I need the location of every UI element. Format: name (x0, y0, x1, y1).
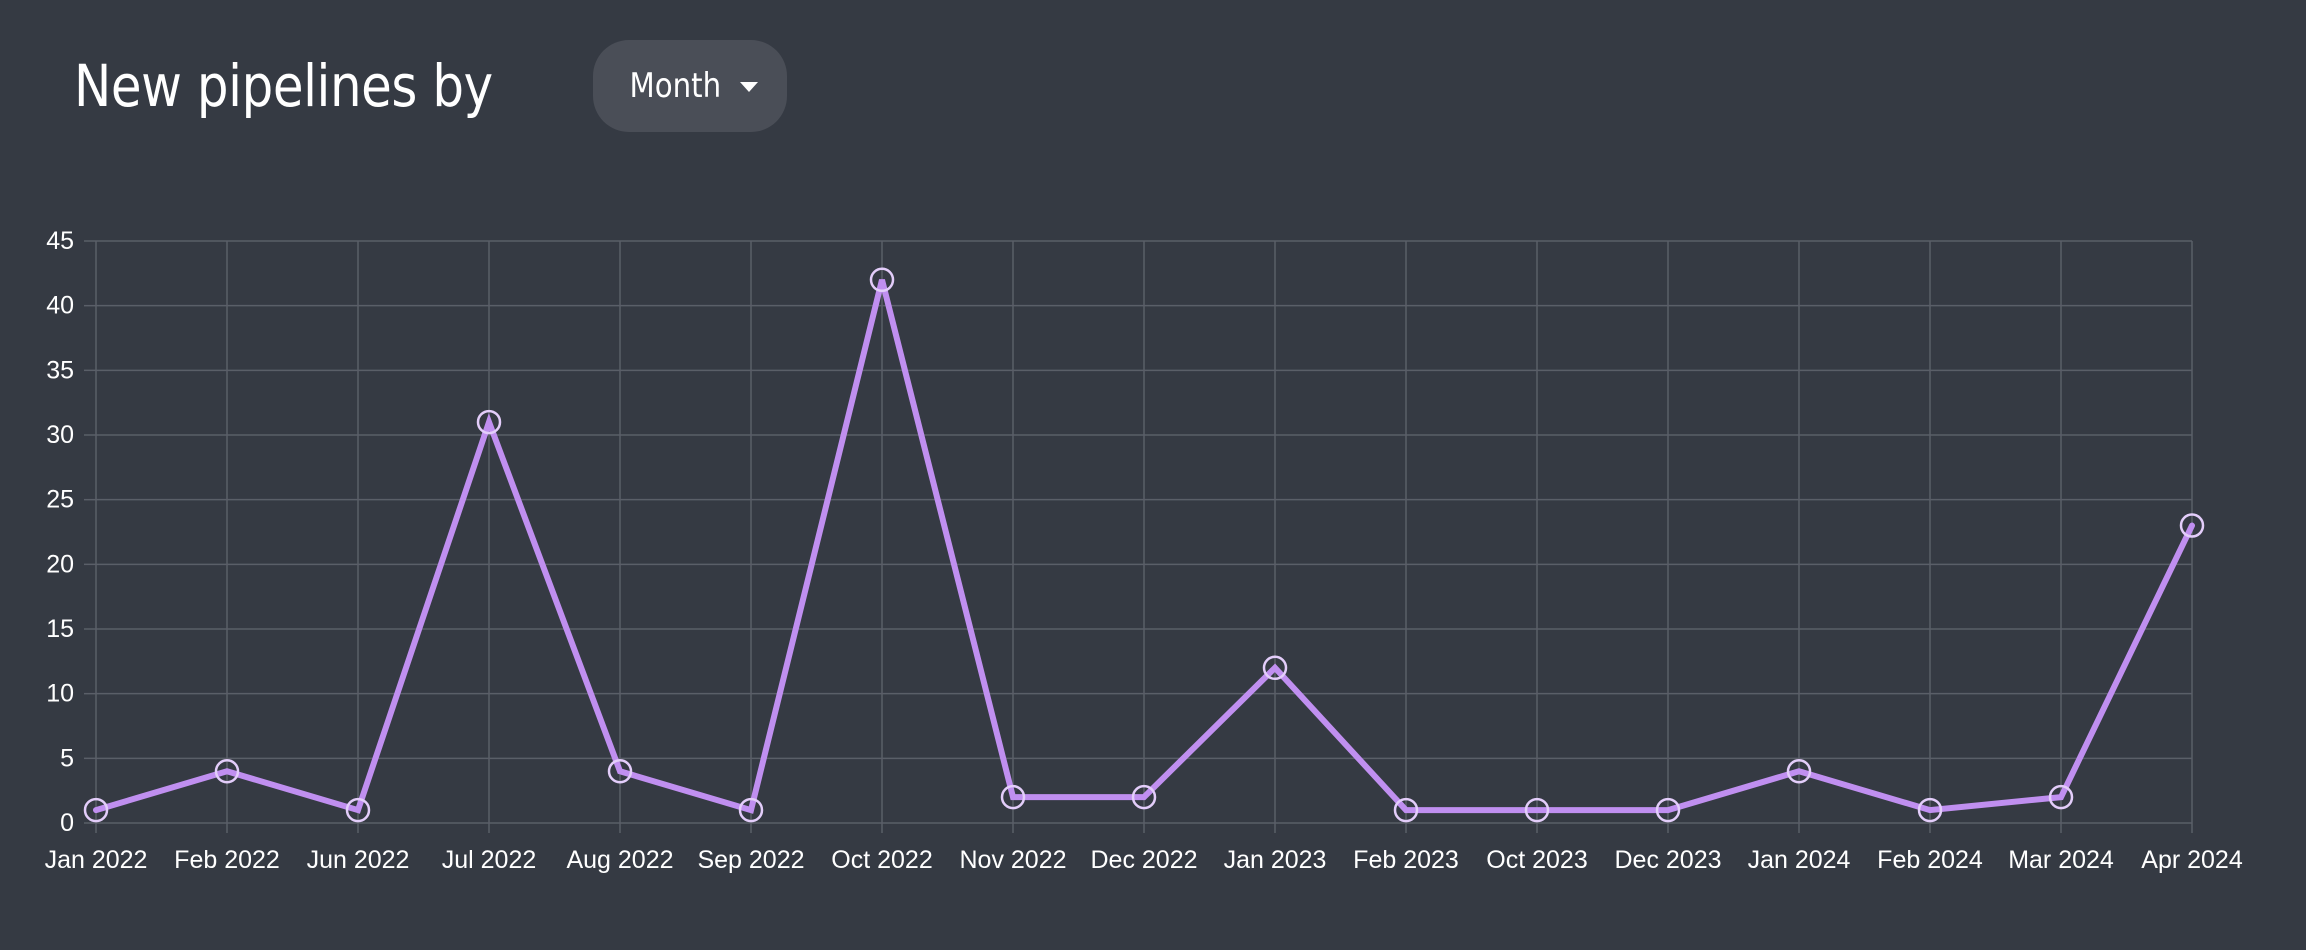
y-tick-label: 5 (60, 744, 74, 772)
y-tick-label: 20 (46, 550, 74, 578)
data-point (476, 409, 502, 435)
x-tick-label: Feb 2023 (1353, 846, 1459, 874)
x-tick-label: Feb 2024 (1877, 846, 1983, 874)
period-dropdown-label: Month (629, 66, 721, 106)
y-tick-label: 15 (46, 615, 74, 643)
y-tick-label: 45 (46, 227, 74, 255)
y-tick-label: 35 (46, 356, 74, 384)
y-tick-label: 0 (60, 809, 74, 837)
series-line (93, 279, 2195, 814)
x-tick-label: Jan 2024 (1748, 846, 1851, 874)
data-point (869, 267, 895, 293)
data-point (1524, 797, 1550, 823)
y-tick-label: 25 (46, 486, 74, 514)
x-tick-label: Apr 2024 (2141, 846, 2243, 874)
x-tick-label: Dec 2023 (1614, 846, 1721, 874)
data-point (214, 759, 240, 784)
y-tick-label: 10 (46, 680, 74, 708)
x-tick-label: Mar 2024 (2008, 846, 2114, 874)
x-tick-label: Oct 2023 (1486, 846, 1587, 874)
y-tick-label: 30 (46, 421, 74, 449)
data-point (1262, 655, 1288, 681)
x-tick-label: Dec 2022 (1090, 846, 1197, 874)
data-point (1917, 797, 1943, 823)
data-point (607, 759, 633, 784)
data-point (1000, 784, 1026, 810)
data-point (2179, 513, 2205, 538)
x-tick-label: Nov 2022 (959, 846, 1066, 874)
x-tick-label: Jan 2022 (45, 846, 148, 874)
period-dropdown-button[interactable]: Month (592, 40, 787, 132)
data-point (345, 797, 371, 823)
x-tick-label: Feb 2022 (174, 846, 280, 874)
y-tick-label: 40 (46, 292, 74, 320)
chart-header: New pipelines by Month (74, 40, 787, 132)
page-title: New pipelines by (74, 52, 493, 120)
data-point (738, 797, 764, 823)
x-tick-label: Sep 2022 (697, 846, 804, 874)
x-tick-label: Jan 2023 (1224, 846, 1327, 874)
x-tick-label: Oct 2022 (831, 846, 932, 874)
data-point (1655, 797, 1681, 823)
x-tick-label: Jun 2022 (307, 846, 410, 874)
data-point (1393, 797, 1419, 823)
data-point (1131, 784, 1157, 810)
data-point (83, 797, 109, 823)
caret-down-icon (740, 82, 759, 92)
data-point (2048, 784, 2074, 810)
x-tick-label: Aug 2022 (566, 846, 673, 874)
x-tick-label: Jul 2022 (442, 846, 537, 874)
data-point (1786, 759, 1812, 784)
